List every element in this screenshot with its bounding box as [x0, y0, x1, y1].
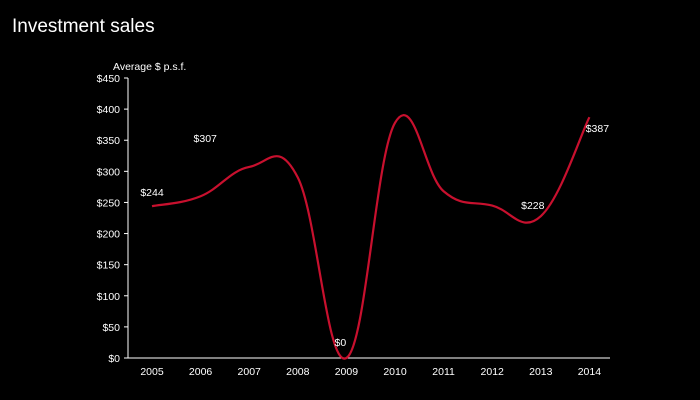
y-tick-labels: $0 $50 $100 $150 $200 $250 $300 $350 $400 $450: [97, 73, 128, 365]
series-line: [151, 114, 591, 360]
x-tick-labels: 2005 2006 2007 2008 2009 2010 2011 2012 2013 2014: [140, 366, 601, 378]
x-tick-label: 2013: [529, 366, 553, 378]
x-tick-label: 2010: [383, 366, 407, 378]
axes: [127, 78, 610, 359]
x-tick-label: 2007: [238, 366, 262, 378]
data-labels: $244 $307 $0 $228 $387: [140, 123, 609, 349]
y-tick-label: $350: [97, 135, 121, 147]
x-tick-label: 2009: [335, 366, 359, 378]
x-tick-label: 2014: [578, 366, 602, 378]
y-tick-label: $0: [108, 353, 120, 365]
x-tick-label: 2012: [481, 366, 505, 378]
x-tick-label: 2011: [432, 366, 455, 378]
data-label: $228: [521, 200, 545, 212]
y-tick-label: $50: [102, 322, 120, 334]
y-tick-label: $150: [97, 260, 121, 272]
data-label: $244: [140, 187, 164, 199]
data-label: $0: [335, 337, 347, 349]
y-axis-label: Average $ p.s.f.: [113, 61, 186, 73]
y-tick-label: $250: [97, 197, 121, 209]
x-tick-label: 2008: [286, 366, 310, 378]
x-tick-label: 2005: [140, 366, 164, 378]
y-tick-label: $300: [97, 166, 121, 178]
data-label: $307: [194, 133, 218, 145]
y-tick-label: $400: [97, 104, 121, 116]
y-tick-label: $450: [97, 73, 121, 85]
y-tick-label: $100: [97, 291, 121, 303]
data-label: $387: [586, 123, 610, 135]
x-tick-label: 2006: [189, 366, 213, 378]
series-layer: [151, 114, 591, 360]
y-tick-label: $200: [97, 229, 121, 241]
chart-title: Investment sales: [12, 16, 155, 37]
